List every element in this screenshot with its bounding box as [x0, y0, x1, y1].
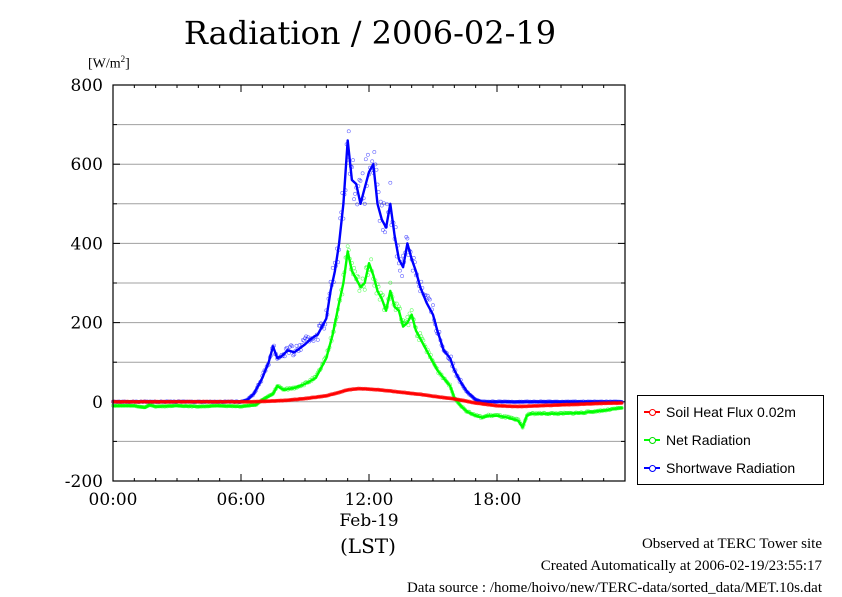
series-point-2: [351, 158, 355, 163]
series-point-2: [370, 159, 375, 164]
series-point-1: [406, 323, 411, 328]
y-tick-label: 400: [71, 234, 103, 254]
series-point-2: [366, 152, 370, 157]
series-point-2: [289, 343, 294, 348]
series-point-2: [353, 191, 358, 196]
series-line-net-radiation: [113, 250, 624, 429]
series-point-1: [409, 308, 414, 313]
series-point-1: [352, 266, 356, 270]
series-point-2: [405, 236, 410, 241]
series-point-2: [362, 201, 367, 206]
legend: Soil Heat Flux 0.02m Net Radiation Short…: [637, 395, 824, 485]
x-tick-sublabel: Feb-19: [339, 511, 398, 531]
series-point-1: [357, 288, 362, 293]
series-point-2: [291, 353, 296, 358]
legend-swatch-soil-heat-flux: [644, 409, 660, 416]
series-point-2: [398, 268, 402, 273]
series-point-2: [372, 150, 377, 154]
series-point-1: [360, 276, 365, 281]
y-tick-label: 200: [71, 314, 103, 334]
series-point-2: [357, 177, 362, 182]
series-point-2: [358, 179, 363, 183]
footer-created: Created Automatically at 2006-02-19/23:5…: [540, 558, 822, 574]
series-point-2: [302, 338, 306, 343]
series-point-2: [304, 334, 308, 339]
series-point-2: [360, 171, 365, 176]
legend-item-shortwave-radiation: Shortwave Radiation: [644, 458, 795, 478]
x-tick-label: 12:00: [345, 490, 394, 510]
series-line-soil-heat-flux-0-02m: [113, 387, 623, 408]
series-point-2: [363, 157, 368, 162]
series-point-1: [394, 301, 399, 306]
x-tick-label: 06:00: [217, 490, 266, 510]
series-point-2: [378, 199, 383, 204]
footer-site: Observed at TERC Tower site: [641, 536, 822, 552]
series-point-2: [322, 326, 327, 331]
series-point-2: [284, 345, 289, 350]
legend-label-soil-heat-flux: Soil Heat Flux 0.02m: [666, 404, 796, 420]
series-point-2: [400, 274, 404, 278]
series-point-1: [388, 280, 393, 285]
series-point-2: [355, 202, 360, 207]
series-point-2: [374, 167, 379, 172]
x-axis-label: (LST): [340, 534, 396, 558]
y-axis-unit: [W/m2]: [88, 54, 130, 72]
series-point-2: [385, 202, 390, 207]
plot-frame: [112, 84, 626, 482]
legend-swatch-shortwave-radiation: [644, 465, 660, 472]
series-point-2: [426, 296, 431, 301]
series-point-1: [369, 257, 374, 262]
y-tick-label: 600: [71, 155, 103, 175]
y-tick-label: -200: [65, 472, 103, 492]
legend-item-soil-heat-flux: Soil Heat Flux 0.02m: [644, 402, 796, 422]
series-point-2: [431, 303, 435, 308]
series-point-2: [380, 228, 385, 232]
series-point-2: [383, 230, 387, 235]
chart-title: Radiation / 2006-02-19: [183, 14, 557, 52]
legend-item-net-radiation: Net Radiation: [644, 430, 751, 450]
series-point-2: [352, 197, 356, 202]
series-point-1: [356, 275, 361, 279]
series-point-2: [346, 129, 351, 134]
legend-swatch-net-radiation: [644, 437, 660, 444]
series-point-2: [290, 344, 295, 349]
legend-label-net-radiation: Net Radiation: [666, 432, 751, 448]
x-tick-label: 00:00: [89, 490, 138, 510]
series-point-1: [396, 304, 401, 309]
series-point-1: [353, 269, 358, 274]
series-point-2: [410, 268, 415, 273]
series-point-2: [311, 338, 316, 343]
series-point-2: [315, 337, 320, 342]
series-point-2: [294, 343, 299, 348]
series-point-2: [379, 203, 384, 208]
legend-label-shortwave-radiation: Shortwave Radiation: [666, 460, 796, 476]
series-point-2: [388, 180, 393, 185]
series-point-1: [345, 244, 350, 249]
series-point-1: [380, 293, 385, 297]
y-tick-label: 0: [92, 393, 103, 413]
x-tick-label: 18:00: [473, 490, 522, 510]
footer-source: Data source : /home/hoivo/new/TERC-data/…: [406, 580, 822, 596]
series-point-2: [297, 343, 302, 348]
series-point-2: [427, 297, 432, 302]
y-tick-label: 800: [71, 76, 103, 96]
series-point-2: [330, 265, 335, 270]
series-point-1: [362, 287, 367, 292]
series-line-shortwave-radiation: [113, 139, 623, 403]
